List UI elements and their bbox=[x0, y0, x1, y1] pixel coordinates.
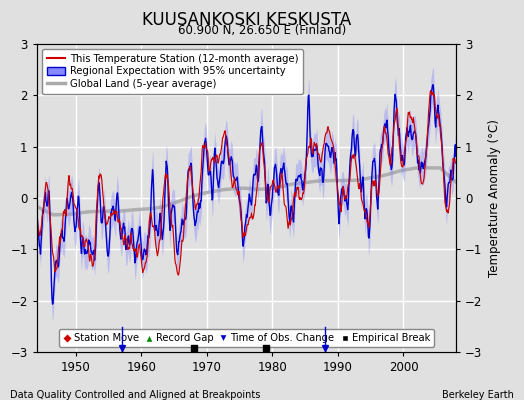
Text: Data Quality Controlled and Aligned at Breakpoints: Data Quality Controlled and Aligned at B… bbox=[10, 390, 261, 400]
Title: KUUSANKOSKI KESKUSTA: KUUSANKOSKI KESKUSTA bbox=[141, 10, 351, 28]
Text: Berkeley Earth: Berkeley Earth bbox=[442, 390, 514, 400]
Text: 60.900 N, 26.650 E (Finland): 60.900 N, 26.650 E (Finland) bbox=[178, 24, 346, 37]
Legend: Station Move, Record Gap, Time of Obs. Change, Empirical Break: Station Move, Record Gap, Time of Obs. C… bbox=[59, 329, 434, 347]
Y-axis label: Temperature Anomaly (°C): Temperature Anomaly (°C) bbox=[488, 119, 501, 277]
